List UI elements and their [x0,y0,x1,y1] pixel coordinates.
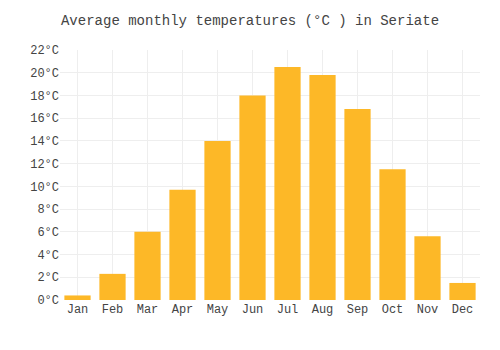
svg-text:0°C: 0°C [37,294,59,308]
svg-text:8°C: 8°C [37,203,59,217]
svg-text:4°C: 4°C [37,249,59,263]
svg-text:Jan: Jan [67,303,89,317]
svg-text:Oct: Oct [382,303,404,317]
svg-text:Feb: Feb [102,303,124,317]
svg-text:Average monthly temperatures (: Average monthly temperatures (°C ) in Se… [61,13,439,29]
svg-text:6°C: 6°C [37,226,59,240]
svg-text:Jun: Jun [242,303,264,317]
svg-text:20°C: 20°C [30,67,59,81]
svg-text:18°C: 18°C [30,90,59,104]
svg-text:May: May [207,303,229,317]
svg-text:Aug: Aug [312,303,334,317]
svg-text:10°C: 10°C [30,181,59,195]
svg-text:Nov: Nov [417,303,439,317]
svg-text:Apr: Apr [172,303,194,317]
svg-text:2°C: 2°C [37,271,59,285]
svg-text:Dec: Dec [452,303,474,317]
svg-text:Jul: Jul [277,303,299,317]
svg-text:Sep: Sep [347,303,369,317]
svg-text:14°C: 14°C [30,135,59,149]
svg-text:16°C: 16°C [30,112,59,126]
svg-text:12°C: 12°C [30,158,59,172]
svg-text:22°C: 22°C [30,44,59,58]
svg-text:Mar: Mar [137,303,159,317]
